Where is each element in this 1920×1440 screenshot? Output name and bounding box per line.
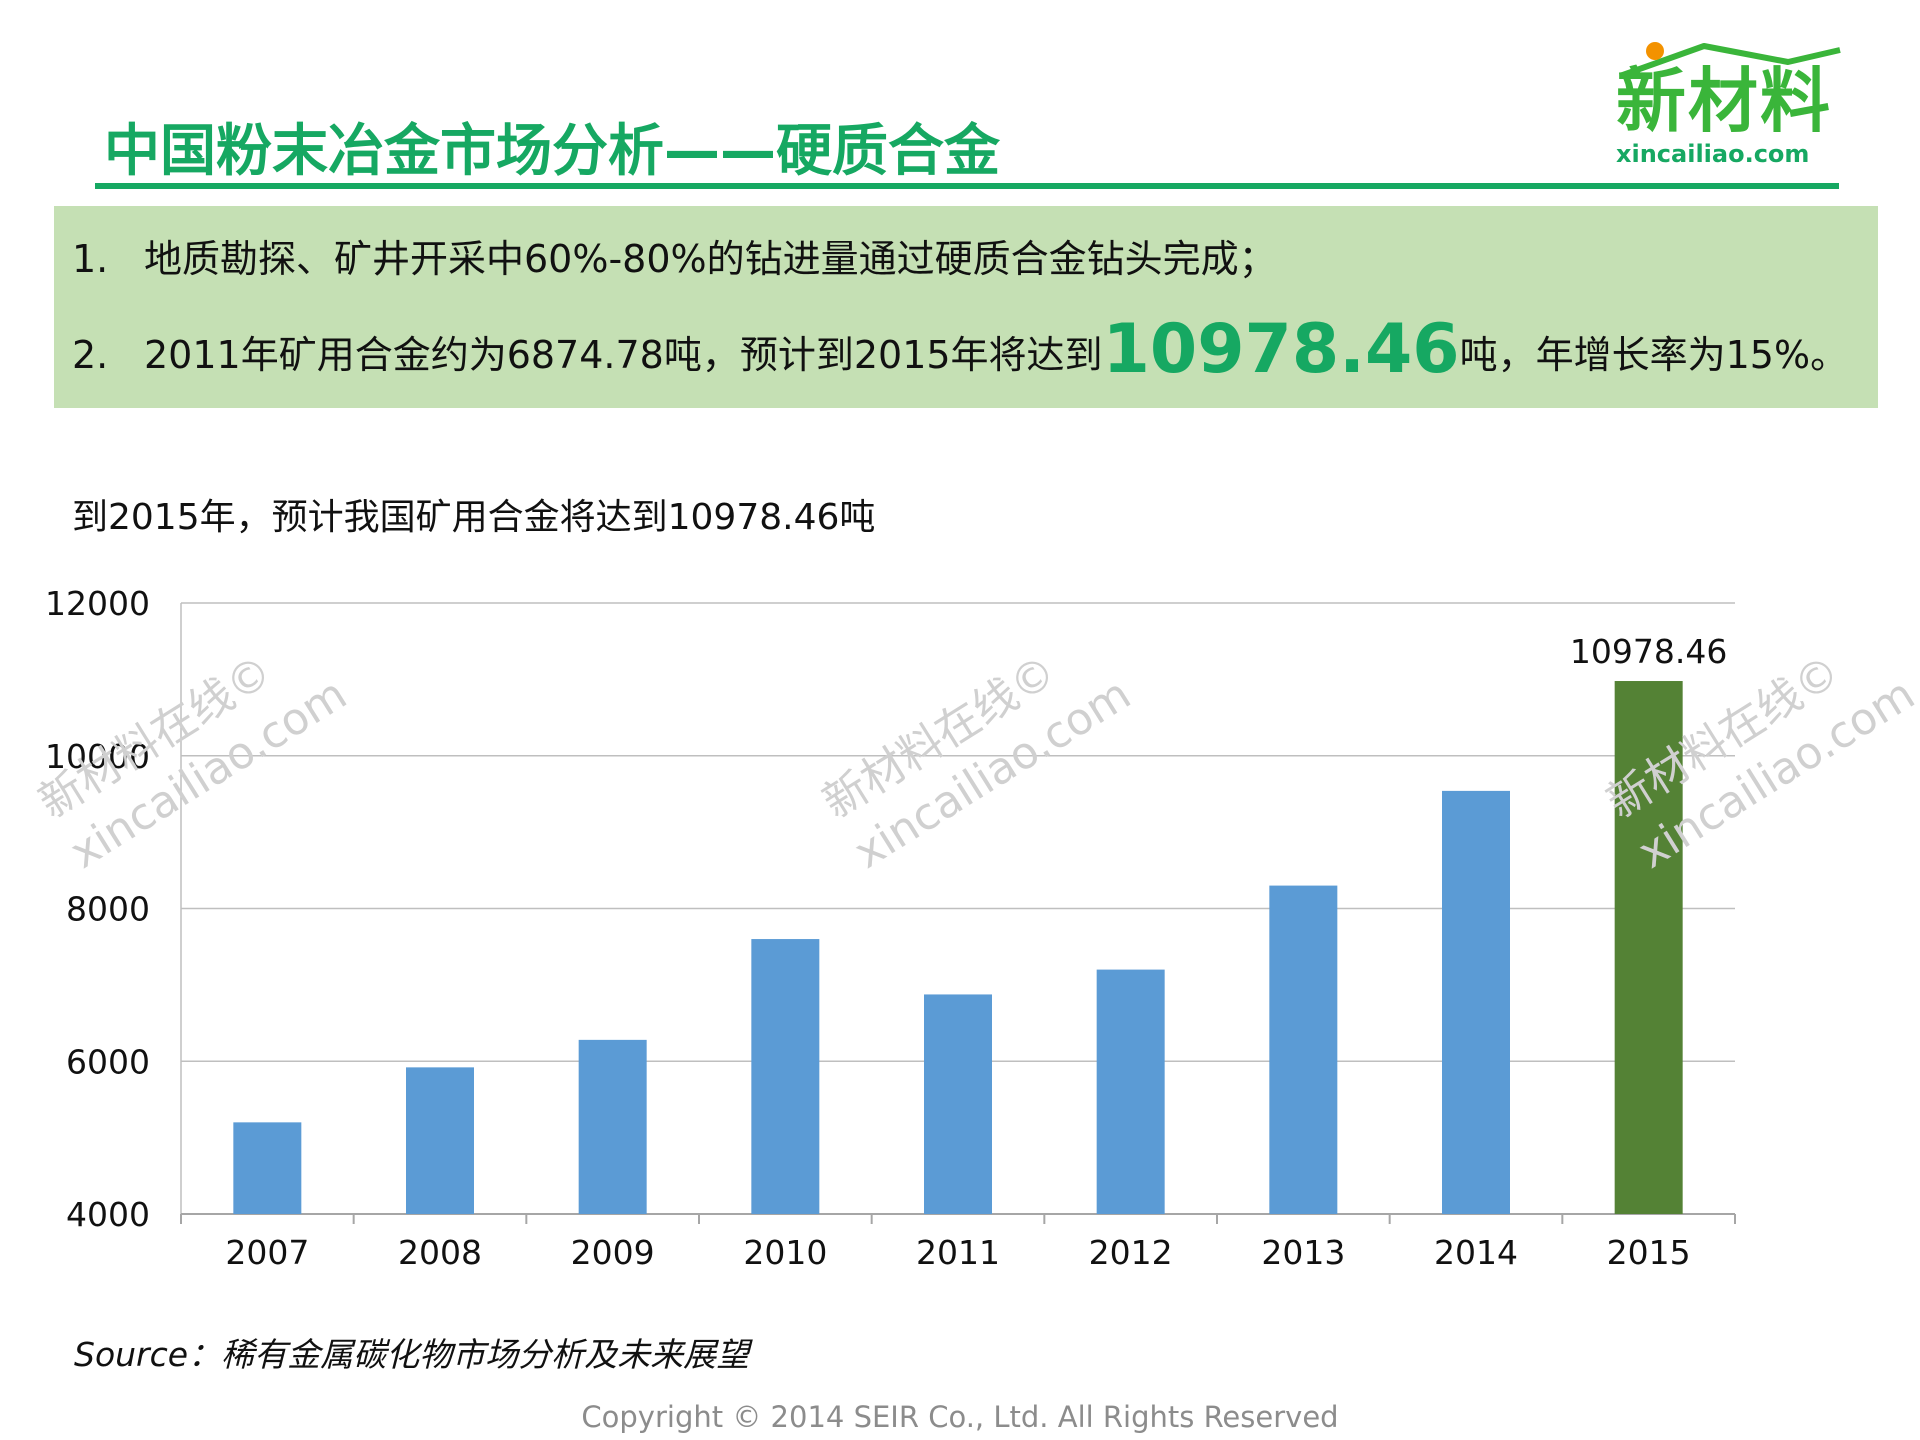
y-tick-label: 8000 <box>66 890 150 929</box>
x-tick-label: 2011 <box>916 1233 1000 1272</box>
bar <box>233 1122 302 1214</box>
x-tick-label: 2010 <box>743 1233 827 1272</box>
bar <box>1614 681 1683 1214</box>
key-points-box <box>54 206 1878 408</box>
title-divider <box>95 183 1839 189</box>
copyright: Copyright © 2014 SEIR Co., Ltd. All Righ… <box>581 1400 1339 1434</box>
bar <box>924 994 992 1214</box>
bar <box>1442 790 1510 1214</box>
x-tick-label: 2009 <box>571 1233 655 1272</box>
chart-title: 到2015年，预计我国矿用合金将达到10978.46吨 <box>72 497 876 538</box>
y-tick-label: 4000 <box>66 1195 150 1234</box>
logo-dot-icon <box>1646 42 1664 60</box>
key-point-text: 2011年矿用合金约为6874.78吨，预计到2015年将达到 <box>144 333 1103 377</box>
key-point-text-end: 吨，年增长率为15%。 <box>1459 333 1849 377</box>
data-label: 10978.46 <box>1570 632 1727 671</box>
bar-chart: 4000 6000 8000 10000 12000 2007 2008 2009 2010 20… <box>45 584 1736 1272</box>
key-point-number: 2. <box>72 333 109 377</box>
highlight-value: 10978.46 <box>1102 310 1460 389</box>
bar <box>578 1039 647 1214</box>
x-tick-label: 2008 <box>398 1233 482 1272</box>
y-tick-label: 6000 <box>66 1042 150 1081</box>
source-note: Source：稀有金属碳化物市场分析及未来展望 <box>74 1335 750 1374</box>
x-tick-label: 2007 <box>225 1233 309 1272</box>
x-tick-label: 2014 <box>1434 1233 1518 1272</box>
bar <box>751 939 820 1214</box>
page-title: 中国粉末冶金市场分析——硬质合金 <box>104 119 1000 184</box>
y-tick-label: 10000 <box>45 737 150 776</box>
logo: 新材料 xincailiao.com <box>1612 40 1852 170</box>
key-point-number: 1. <box>72 237 109 281</box>
x-tick-label: 2015 <box>1607 1233 1691 1272</box>
key-point-2: 2. 2011年矿用合金约为6874.78吨，预计到2015年将达到10978.4… <box>72 310 1848 389</box>
logo-text: 新材料 <box>1616 60 1832 142</box>
key-point-1: 1. 地质勘探、矿井开采中60%-80%的钻进量通过硬质合金钻头完成； <box>72 228 1277 283</box>
x-tick-label: 2013 <box>1261 1233 1345 1272</box>
logo-url: xincailiao.com <box>1616 140 1810 168</box>
bar <box>1096 969 1165 1214</box>
y-tick-label: 12000 <box>45 584 150 623</box>
bar <box>1269 885 1338 1214</box>
x-tick-label: 2012 <box>1089 1233 1173 1272</box>
logo-roof-icon <box>1618 43 1841 79</box>
bar <box>406 1067 474 1214</box>
key-point-text: 地质勘探、矿井开采中60%-80%的钻进量通过硬质合金钻头完成； <box>144 237 1277 281</box>
